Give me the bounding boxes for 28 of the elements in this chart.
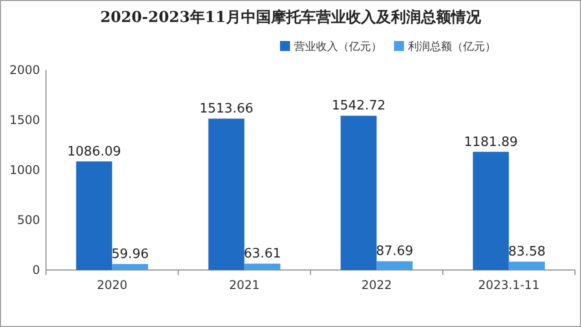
bar (508, 262, 545, 270)
y-tick-label: 0 (32, 263, 40, 277)
y-tick-label: 1500 (9, 113, 40, 127)
data-label: 1181.89 (464, 134, 518, 150)
y-tick-label: 1000 (9, 163, 40, 177)
bar (472, 152, 509, 270)
x-tick-label: 2020 (96, 278, 128, 292)
legend-label: 营业收入（亿元） (294, 40, 382, 53)
bar (76, 161, 112, 270)
data-label: 59.96 (112, 247, 149, 262)
data-label: 63.61 (244, 246, 281, 262)
data-label: 1086.09 (67, 144, 122, 160)
legend-label: 利润总额（亿元） (408, 40, 496, 53)
data-label: 1542.72 (332, 98, 386, 114)
bar (244, 264, 280, 270)
y-tick-label: 2000 (9, 63, 40, 77)
bar (340, 116, 377, 270)
x-tick-label: 2023.1-11 (478, 278, 540, 292)
bar (376, 261, 413, 270)
x-tick-label: 2022 (361, 278, 392, 292)
data-label: 87.69 (376, 244, 414, 260)
chart-title: 2020-2023年11月中国摩托车营业收入及利润总额情况 (100, 8, 482, 26)
data-label: 1513.66 (199, 102, 254, 117)
x-tick-label: 2021 (229, 278, 260, 292)
bar (208, 118, 244, 270)
data-label: 83.58 (508, 244, 546, 260)
bar (112, 264, 148, 270)
y-tick-label: 500 (17, 213, 40, 227)
